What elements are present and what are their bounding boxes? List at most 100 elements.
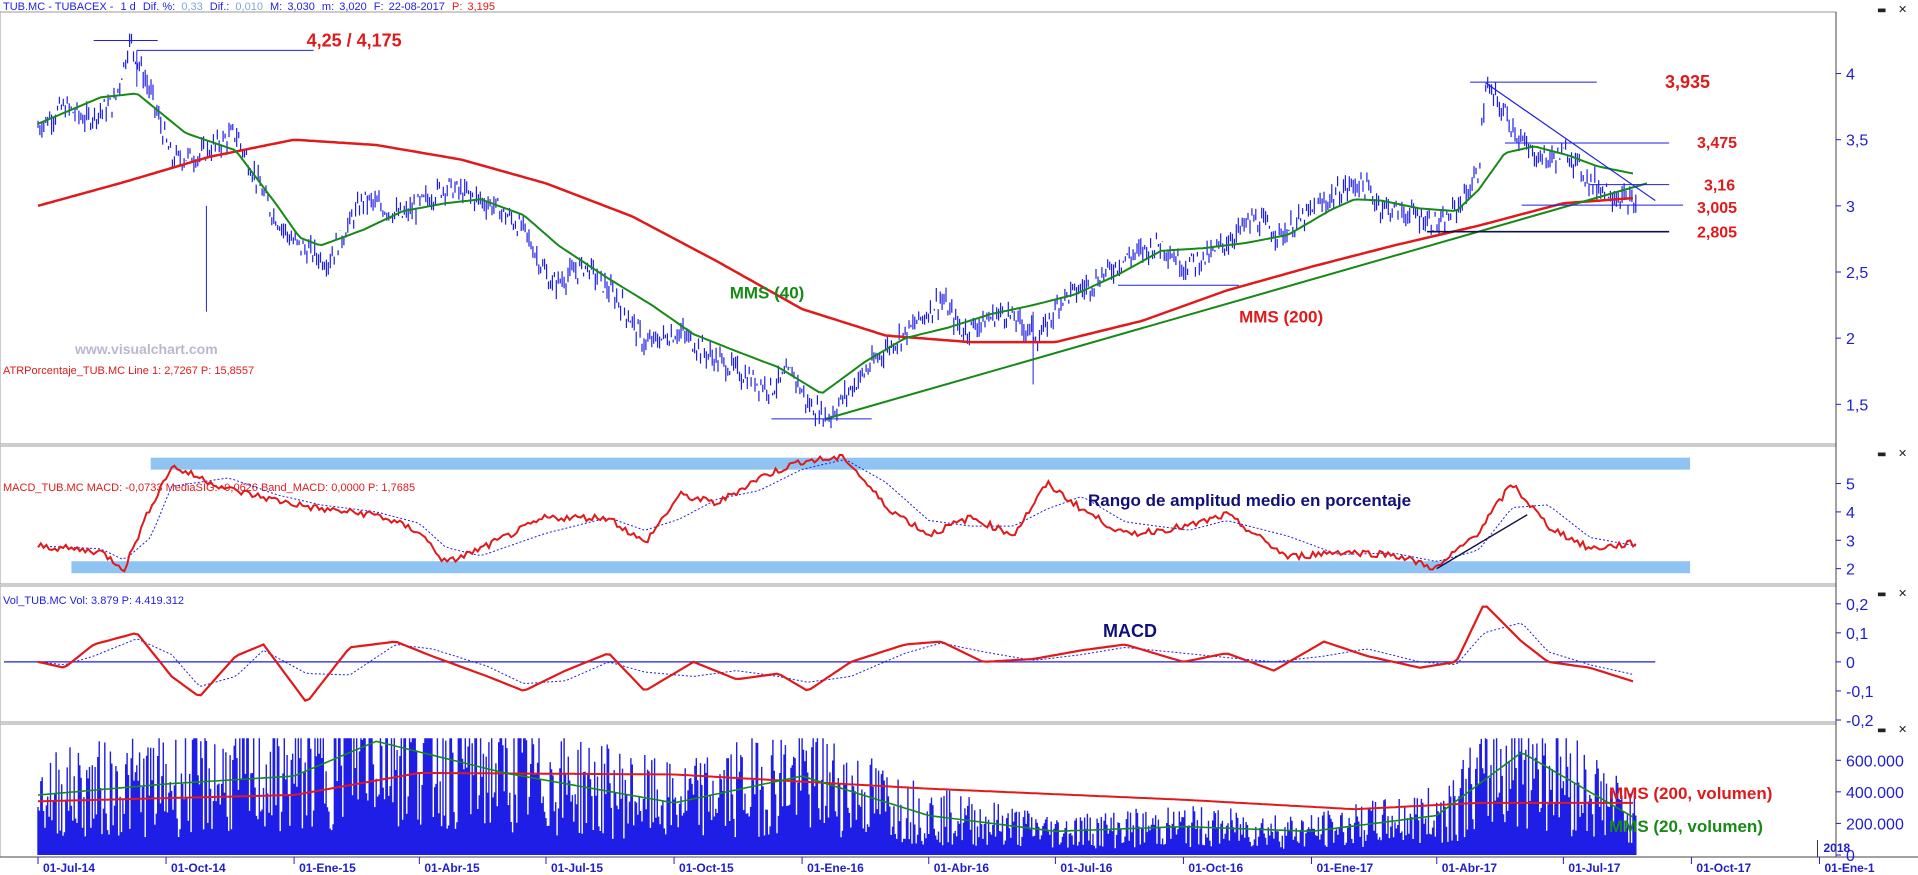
y-tick-label: 4 <box>1846 67 1855 84</box>
y-tick-label: 2 <box>1846 562 1855 579</box>
ma200-line <box>37 138 1634 344</box>
y-tick-label: 0 <box>1846 848 1855 865</box>
price-bars <box>37 33 1637 429</box>
header-max: 3,030 <box>287 1 315 13</box>
x-tick-label: 01-Ene-15 <box>299 861 356 875</box>
x-tick-label: 01-Ene-1 <box>1824 861 1874 875</box>
y-tick-label: 0,1 <box>1846 626 1868 643</box>
y-tick-label: 5 <box>1846 477 1855 494</box>
y-tick-label: 1,5 <box>1846 397 1868 414</box>
macd-minimize-button[interactable]: ▬ <box>1874 587 1890 600</box>
macd-header: MACD_TUB.MC MACD: -0,0733 MediaSIG: -0,0… <box>3 482 415 494</box>
header-date: 22-08-2017 <box>389 1 445 13</box>
price-annotation: 3,005 <box>1697 200 1737 217</box>
volume-close-button[interactable]: ✕ <box>1894 723 1910 736</box>
volume-bars <box>37 738 1637 855</box>
window-controls: ▬ ✕ ▬ ✕ ▬ ✕ ▬ ✕ <box>1874 3 1910 736</box>
panel-frame <box>0 11 1837 445</box>
svg-text:✕: ✕ <box>1898 447 1907 460</box>
chart-marks: 1,5 2 2,5 3 3,5 4 2 3 4 5 0,2 0,1 0 -0,1 -0,2 600.000 40… <box>4 30 1904 875</box>
year-marker-label: 2018 <box>1823 841 1850 855</box>
y-tick-label: 2 <box>1846 331 1855 348</box>
header-dif-label: Dif.: <box>210 1 230 13</box>
price-annotation: 2,805 <box>1697 225 1737 242</box>
svg-text:✕: ✕ <box>1898 3 1907 16</box>
x-tick-label: 01-Jul-17 <box>1568 861 1620 875</box>
macd-title: MACD <box>1103 621 1157 641</box>
x-tick-label: 01-Jul-15 <box>551 861 603 875</box>
atr-minimize-button[interactable]: ▬ <box>1874 447 1890 460</box>
x-tick-label: 01-Abr-17 <box>1442 861 1498 875</box>
svg-text:✕: ✕ <box>1898 587 1907 600</box>
y-tick-label: 0 <box>1846 655 1855 672</box>
volume-minimize-button[interactable]: ▬ <box>1874 723 1890 736</box>
y-tick-label: 3,5 <box>1846 133 1868 150</box>
panel-frames <box>0 11 1918 858</box>
y-tick-label: 600.000 <box>1846 753 1904 770</box>
trendline-resistance <box>1485 82 1656 202</box>
y-tick-label: 3 <box>1846 533 1855 550</box>
y-tick-label: 2,5 <box>1846 265 1868 282</box>
macd-close-button[interactable]: ✕ <box>1894 587 1910 600</box>
atr-trendline <box>1436 514 1528 570</box>
vol-ma200-line <box>37 771 1633 811</box>
header-date-label: F: <box>374 1 384 13</box>
atr-header: ATRPorcentaje_TUB.MC Line 1: 2,7267 P: 1… <box>3 365 254 377</box>
header-difpct-label: Dif. %: <box>143 1 175 13</box>
volume-header: Vol_TUB.MC Vol: 3.879 P: 4.419.312 <box>3 595 184 607</box>
vol-ma20-label: MMS (20, volumen) <box>1609 817 1763 836</box>
svg-text:✕: ✕ <box>1898 723 1907 736</box>
x-tick-label: 01-Jul-14 <box>43 861 95 875</box>
header-symbol: TUB.MC - TUBACEX - <box>3 1 116 13</box>
x-tick-label: 01-Abr-15 <box>424 861 480 875</box>
atr-signal-line <box>37 458 1636 562</box>
panel-close-button[interactable]: ✕ <box>1894 3 1910 16</box>
header-interval: 1 d <box>120 1 135 13</box>
y-tick-label: -0,2 <box>1846 713 1874 730</box>
x-tick-label: 01-Jul-16 <box>1060 861 1112 875</box>
header-dif: 0,010 <box>235 1 263 13</box>
price-annotation: 4,25 / 4,175 <box>307 30 402 50</box>
vol-ma20-line <box>37 740 1634 833</box>
header-max-label: M: <box>270 1 282 13</box>
x-tick-label: 01-Oct-17 <box>1696 861 1751 875</box>
svg-text:▬: ▬ <box>1877 449 1886 460</box>
x-tick-label: 01-Oct-15 <box>679 861 734 875</box>
header-difpct: 0,33 <box>181 1 202 13</box>
watermark: www.visualchart.com <box>74 341 218 357</box>
vol-ma200-label: MMS (200, volumen) <box>1609 784 1772 803</box>
atr-title: Rango de amplitud medio en porcentaje <box>1088 491 1411 510</box>
x-tick-label: 01-Oct-14 <box>171 861 226 875</box>
x-tick-label: 01-Ene-16 <box>807 861 864 875</box>
x-tick-label: 01-Oct-16 <box>1188 861 1243 875</box>
y-tick-label: 3 <box>1846 199 1855 216</box>
panel-frame <box>0 585 1837 723</box>
header-min-label: m: <box>322 1 334 13</box>
y-tick-label: 0,2 <box>1846 597 1868 614</box>
svg-text:▬: ▬ <box>1877 589 1886 600</box>
header-price: 3,195 <box>467 1 495 13</box>
header-min: 3,020 <box>339 1 367 13</box>
atr-close-button[interactable]: ✕ <box>1894 447 1910 460</box>
price-annotation: MMS (40) <box>730 283 805 302</box>
ma40-line <box>37 92 1634 394</box>
y-tick-label: -0,1 <box>1846 684 1874 701</box>
atr-band <box>71 561 1691 574</box>
price-header: TUB.MC - TUBACEX - 1 d Dif. %: 0,33 Dif.… <box>3 1 495 13</box>
atr-line <box>37 453 1637 573</box>
header-price-label: P: <box>452 1 462 13</box>
price-annotation: MMS (200) <box>1239 307 1323 326</box>
price-annotation: 3,935 <box>1665 72 1710 92</box>
y-tick-label: 200.000 <box>1846 816 1904 833</box>
y-tick-label: 4 <box>1846 505 1855 522</box>
svg-text:▬: ▬ <box>1877 725 1886 736</box>
svg-text:▬: ▬ <box>1877 5 1886 16</box>
macd-line <box>37 605 1634 703</box>
macd-signal-line <box>37 622 1634 687</box>
atr-band <box>150 457 1691 470</box>
price-annotation: 3,475 <box>1697 135 1737 152</box>
y-tick-label: 400.000 <box>1846 785 1904 802</box>
x-tick-label: 01-Abr-16 <box>934 861 990 875</box>
panel-minimize-button[interactable]: ▬ <box>1874 3 1890 16</box>
